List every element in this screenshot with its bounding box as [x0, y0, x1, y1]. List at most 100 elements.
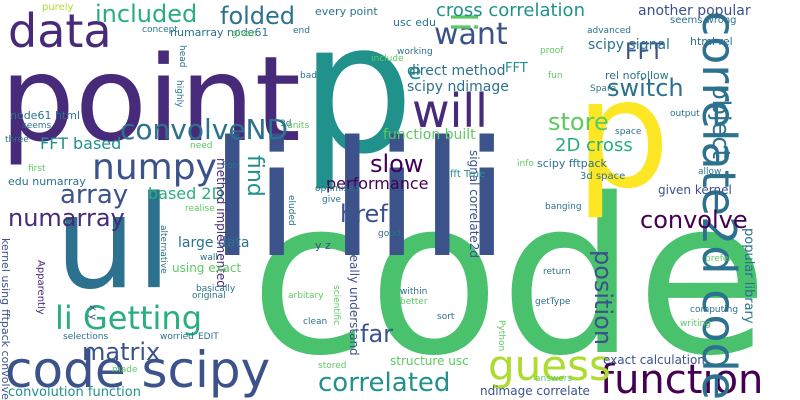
word-included: included [95, 0, 198, 28]
word-every-point: every point [315, 5, 378, 18]
word-sort: sort [437, 312, 455, 322]
word-kernel-using: kernel using [0, 238, 12, 306]
word-numarray-node61: numarray node61 [170, 26, 269, 39]
word-optimised: optimised [315, 184, 360, 194]
word-convolve: convolve [640, 206, 748, 234]
word-clean: clean [303, 317, 328, 327]
word-good: good [378, 229, 401, 239]
word-end: end [293, 26, 310, 36]
word-will: will [412, 84, 488, 138]
word-fft: FFT [505, 61, 528, 76]
word-apparently: Apparently [35, 260, 46, 315]
word-matrix: matrix [82, 338, 161, 366]
word-return: return [543, 267, 571, 277]
word-li-getting: li Getting [55, 299, 203, 337]
word-answers: answers [535, 374, 573, 384]
word-performance: performance [326, 174, 429, 193]
word-3d-space: 3d space [580, 171, 626, 182]
word-banging: banging [545, 202, 582, 212]
word-x-y: x y [87, 305, 98, 321]
word-include: include [371, 54, 404, 64]
word-y-z: y z [315, 239, 331, 252]
word-output: output [670, 109, 700, 119]
word-eluded: eluded [286, 195, 296, 226]
word-made: made [112, 365, 138, 375]
word-fft-based: FFT based [40, 134, 122, 153]
word-first: first [28, 164, 46, 174]
word-scientific: scientific [331, 285, 341, 326]
word-p: p [300, 0, 415, 194]
word-numpy: numpy [92, 147, 217, 188]
word-store: store [548, 108, 609, 136]
word-original: original [192, 291, 226, 301]
word-switch: switch [607, 74, 684, 102]
word-convolution-function: convolution function [8, 385, 141, 400]
word-usc-edu: usc edu [393, 16, 436, 29]
word-fftpack-convolve: fftpack convolve [0, 309, 12, 400]
word-based-2d: based 2D [148, 184, 224, 203]
word-href: href [340, 200, 388, 228]
word-selections: selections [63, 332, 109, 342]
word-within: within [400, 287, 428, 297]
word-another-popular: another popular [638, 3, 751, 19]
word-function-built: function built [383, 127, 476, 143]
word-structure-usc: structure usc [390, 354, 469, 368]
word-scipy-signal: scipy signal [588, 37, 670, 53]
word-2d-cross: 2D cross [555, 135, 633, 156]
word-seems-wrong: seems wrong [670, 15, 737, 26]
word-proof: proof [540, 46, 564, 56]
word-position: position [589, 250, 617, 346]
word-code: code [250, 152, 769, 400]
word-li: li [330, 106, 419, 293]
word-edu-numarray: edu numarray [8, 175, 86, 188]
word-ul: ul [55, 169, 172, 318]
word-want: want [434, 17, 508, 52]
word-computing: computing [690, 305, 739, 315]
word-correlated: correlated [318, 368, 451, 398]
word-node61-html: node61 html [10, 109, 81, 122]
word-advanced: advanced [587, 26, 631, 36]
word-highly: highly [174, 80, 184, 108]
word-html-rel: html rel [690, 35, 733, 48]
word-using-exact: using exact [172, 261, 242, 275]
word-working: working [397, 47, 433, 57]
word-ndimage-correlate: ndimage correlate [480, 384, 590, 398]
word-exact-calculation: exact calculation [603, 353, 705, 367]
word-realise: realise [185, 204, 215, 214]
word-fft: FFT [625, 40, 664, 65]
word-function: function [600, 357, 764, 400]
word-array: array [60, 180, 129, 210]
word-head: head [177, 45, 187, 68]
word-direct-method: direct method [407, 63, 506, 79]
word-spare: Spare [590, 84, 616, 94]
word-given-kernel: given kernel [658, 183, 732, 197]
word-allow: allow [698, 167, 722, 177]
word-purely: purely [42, 2, 74, 13]
word-e: e [408, 60, 422, 85]
word-slow: slow [370, 150, 424, 178]
word-really-understand: really understand [347, 250, 361, 356]
word-guess: guess [488, 341, 611, 390]
word-arbitary: arbitary [288, 291, 324, 301]
word-three: three [5, 135, 29, 145]
word-given: given [232, 29, 257, 39]
word-point: point [0, 30, 301, 168]
word-gettype: getType [535, 297, 571, 307]
word-writing: writing [680, 319, 712, 329]
word-scipy-fftpack: scipy fftpack [537, 157, 607, 170]
word-give: give [322, 195, 342, 205]
word-edit: EDIT [198, 332, 219, 342]
word-python: Python [496, 320, 506, 352]
word-numarray: numarray [8, 204, 125, 232]
word-far: far [360, 320, 394, 348]
word-bad: bad [300, 71, 317, 81]
word-info: info [517, 159, 534, 169]
word-large-data: large data [178, 235, 250, 251]
word-seems: seems [22, 121, 52, 131]
word-li: li [420, 106, 509, 293]
word-signal-correlate2d: signal correlate2d [467, 150, 481, 259]
word-fun: fun [548, 71, 563, 81]
word-space: space [615, 127, 642, 137]
word-p: p [575, 48, 671, 222]
word-foo: Foo [222, 161, 238, 171]
